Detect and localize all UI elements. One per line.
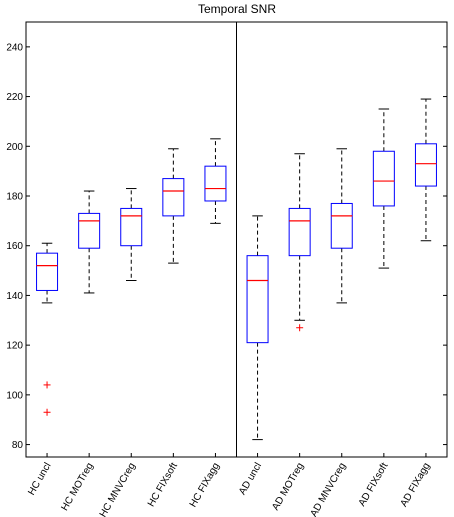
box	[246, 255, 269, 344]
box	[204, 165, 227, 202]
box	[288, 207, 311, 257]
y-tick-label: 120	[6, 341, 23, 352]
x-tick-label: HC MNVCreg	[98, 461, 138, 517]
x-tick-label: HC uncl	[26, 461, 53, 497]
y-tick-label: 140	[6, 291, 23, 302]
box	[414, 143, 437, 187]
x-tick-label: AD uncl	[237, 461, 264, 497]
x-tick-label: AD FIXagg	[399, 461, 433, 509]
box	[120, 207, 143, 247]
x-tick-label: AD MOTreg	[270, 461, 306, 512]
y-tick-label: 80	[12, 440, 24, 451]
box	[372, 150, 395, 207]
plot-area: 80 100 120 140 160 180 200 220 240 HC uncl HC MOTr…	[6, 21, 448, 517]
y-tick-label: 200	[6, 142, 23, 153]
y-tick-label: 160	[6, 241, 23, 252]
box	[78, 212, 101, 249]
y-tick-label: 240	[6, 42, 23, 53]
y-tick-label: 220	[6, 92, 23, 103]
box	[36, 252, 59, 291]
box	[330, 202, 353, 249]
chart-title: Temporal SNR	[198, 2, 276, 16]
x-tick-label: HC MOTreg	[59, 461, 95, 513]
box	[162, 178, 185, 217]
y-tick-label: 100	[6, 390, 23, 401]
x-tick-label: AD FIXsoft	[357, 461, 391, 509]
y-tick-label: 180	[6, 192, 23, 203]
x-tick-label: HC FIXagg	[188, 461, 222, 509]
x-tick-label: HC FIXsoft	[146, 461, 180, 509]
x-tick-label: AD MNVCreg	[309, 461, 349, 517]
